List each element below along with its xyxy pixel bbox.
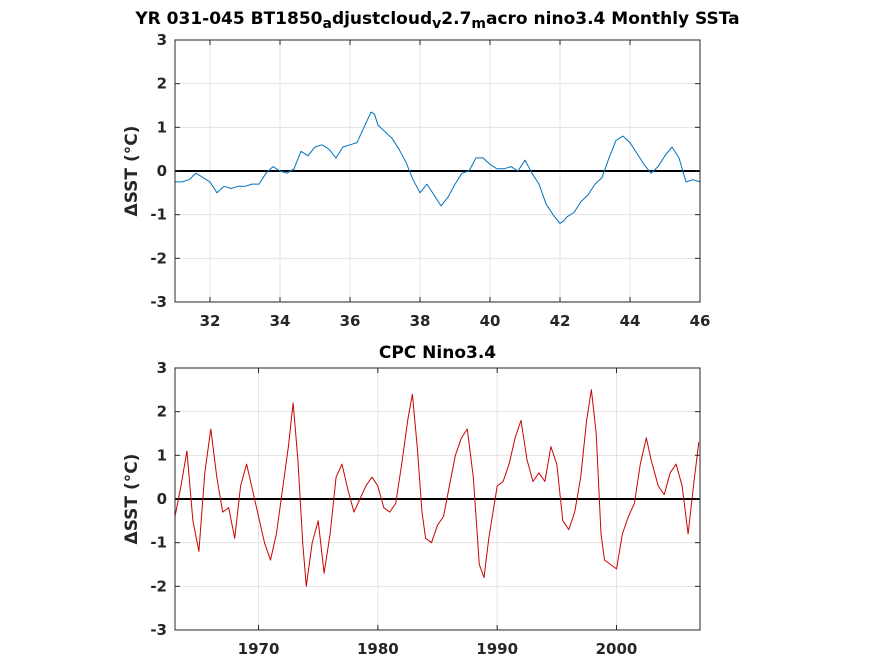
x-tick-label: 36 — [340, 312, 361, 330]
title-subscript: a — [322, 16, 331, 32]
y-tick-label: -3 — [150, 293, 167, 311]
title-subscript: v — [432, 16, 441, 32]
y-tick-label: -1 — [150, 206, 167, 224]
y-tick-label: 0 — [157, 490, 167, 508]
x-tick-label: 34 — [270, 312, 291, 330]
x-tick-label: 40 — [480, 312, 501, 330]
x-tick-label: 42 — [550, 312, 571, 330]
y-axis-label: ΔSST (°C) — [122, 126, 142, 217]
x-tick-label: 2000 — [596, 640, 638, 656]
y-tick-label: 2 — [157, 403, 167, 421]
y-tick-label: -3 — [150, 621, 167, 639]
chart-title: YR 031-045 BT1850adjustcloudv2.7macro ni… — [134, 9, 739, 32]
x-tick-label: 32 — [200, 312, 221, 330]
x-tick-label: 1970 — [238, 640, 280, 656]
x-tick-label: 44 — [620, 312, 641, 330]
y-tick-label: 2 — [157, 75, 167, 93]
chart-title: CPC Nino3.4 — [379, 343, 496, 363]
y-tick-label: 1 — [157, 446, 167, 464]
series-line-1 — [174, 389, 700, 587]
y-tick-label: -1 — [150, 534, 167, 552]
y-tick-label: 0 — [157, 162, 167, 180]
x-tick-label: 1990 — [476, 640, 518, 656]
x-tick-label: 1980 — [357, 640, 399, 656]
y-tick-label: 1 — [157, 118, 167, 136]
title-subscript: m — [471, 16, 486, 32]
x-tick-label: 46 — [690, 312, 711, 330]
series-line-1 — [175, 111, 701, 224]
chart-panel-1: 32 34 36 38 40 42 44 46 -3 -2 -1 0 1 2 3 ΔSST (°C) YR 03… — [122, 9, 740, 330]
title-segment: djustcloud — [332, 9, 432, 29]
x-tick-label: 38 — [410, 312, 431, 330]
title-segment: acro nino3.4 Monthly SSTa — [486, 9, 740, 29]
title-segment: CPC Nino3.4 — [379, 343, 496, 363]
y-axis-label: ΔSST (°C) — [122, 454, 142, 545]
title-segment: YR 031-045 BT1850 — [134, 9, 322, 29]
y-tick-label: -2 — [150, 249, 167, 267]
y-tick-label: 3 — [157, 359, 167, 377]
title-segment: 2.7 — [441, 9, 471, 29]
y-tick-label: 3 — [157, 31, 167, 49]
chart-panel-2: 1970 1980 1990 2000 -3 -2 -1 0 1 2 3 ΔSST (°C) CPC N… — [122, 343, 701, 656]
y-tick-label: -2 — [150, 577, 167, 595]
